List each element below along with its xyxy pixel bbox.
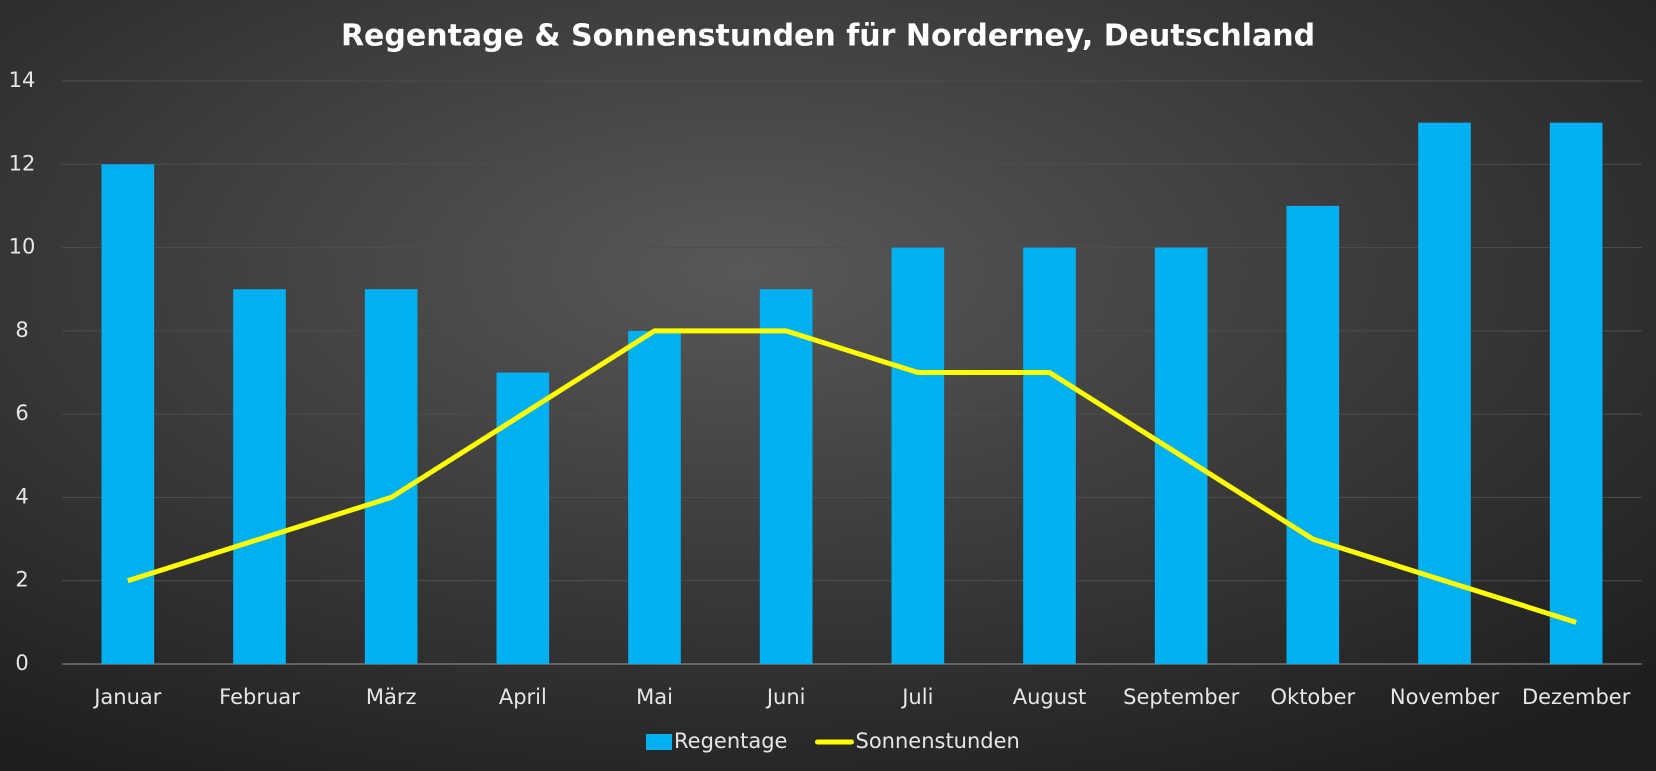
x-tick-label: April — [499, 685, 547, 709]
bar — [101, 164, 155, 665]
x-tick-label: Juli — [900, 685, 933, 709]
bar — [1549, 122, 1603, 664]
legend-label: Sonnenstunden — [855, 729, 1019, 753]
y-tick-label: 14 — [9, 68, 36, 92]
y-tick-label: 4 — [15, 484, 28, 508]
y-tick-label: 12 — [9, 151, 36, 175]
bar — [1023, 247, 1076, 665]
y-tick-label: 2 — [15, 568, 28, 592]
bar — [1286, 205, 1340, 664]
x-tick-label: Juni — [765, 685, 806, 709]
y-tick-label: 10 — [9, 235, 36, 259]
x-tick-label: September — [1123, 685, 1239, 709]
x-tick-label: August — [1013, 685, 1087, 709]
legend-label: Regentage — [674, 729, 787, 753]
bar — [759, 289, 813, 664]
bar — [233, 289, 286, 664]
x-tick-label: März — [366, 685, 417, 709]
x-tick-label: Januar — [92, 685, 162, 709]
line — [127, 328, 1577, 625]
x-tick-label: November — [1390, 685, 1500, 709]
x-tick-label: Dezember — [1522, 685, 1631, 709]
chart-title: Regentage & Sonnenstunden für Norderney,… — [341, 19, 1315, 54]
legend-swatch — [646, 734, 672, 750]
y-tick-label: 0 — [15, 651, 28, 675]
y-tick-label: 8 — [15, 318, 28, 342]
x-tick-label: Februar — [219, 685, 300, 709]
bar — [891, 247, 945, 665]
bar — [364, 289, 418, 664]
y-tick-label: 6 — [15, 401, 28, 425]
bar — [496, 372, 550, 664]
x-tick-label: Oktober — [1271, 685, 1356, 709]
x-tick-label: Mai — [636, 685, 673, 709]
bar — [628, 330, 681, 664]
